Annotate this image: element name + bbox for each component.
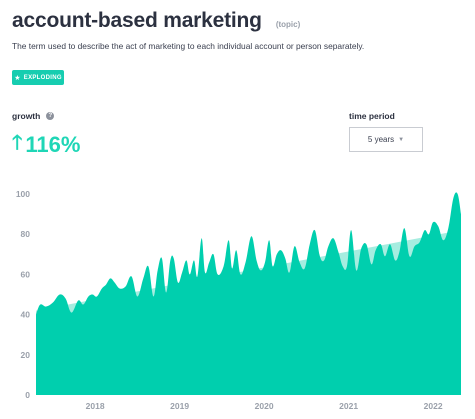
time-period-label: time period xyxy=(349,111,395,121)
y-tick-label: 0 xyxy=(25,390,30,400)
chevron-down-icon: ▼ xyxy=(398,136,405,143)
x-axis-ticks: 2018 2019 2020 2021 2022 xyxy=(86,401,443,411)
y-tick-label: 60 xyxy=(21,269,31,279)
info-icon[interactable]: ? xyxy=(46,112,55,120)
y-tick-label: 40 xyxy=(21,310,31,320)
series-area xyxy=(36,192,461,395)
title-row: account-based marketing (topic) xyxy=(12,9,300,33)
growth-label-row: growth ? xyxy=(12,111,55,121)
topic-tag: (topic) xyxy=(275,20,301,29)
growth-chart: 0 20 40 60 80 100 2018 2019 2020 2021 2022 xyxy=(16,189,461,411)
y-tick-label: 20 xyxy=(21,350,31,360)
y-tick-label: 80 xyxy=(21,229,31,239)
x-tick-label: 2020 xyxy=(255,401,274,411)
time-period-select[interactable]: 5 years ▼ xyxy=(349,127,423,152)
growth-label: growth xyxy=(12,111,41,121)
x-tick-label: 2021 xyxy=(339,401,358,411)
badge-label: EXPLODING xyxy=(23,74,62,81)
x-tick-label: 2019 xyxy=(170,401,189,411)
growth-value: 116% xyxy=(25,132,81,157)
star-icon: ★ xyxy=(14,74,21,82)
up-arrow-icon: 🡑 xyxy=(12,132,23,154)
x-tick-label: 2022 xyxy=(424,401,443,411)
time-period-value: 5 years xyxy=(367,135,395,144)
growth-value-row: 🡑 116% xyxy=(12,128,80,162)
exploding-badge[interactable]: ★ EXPLODING xyxy=(12,70,64,85)
y-tick-label: 100 xyxy=(16,189,30,199)
topic-description: The term used to describe the act of mar… xyxy=(12,41,365,51)
page-title: account-based marketing xyxy=(12,9,262,32)
y-axis-ticks: 0 20 40 60 80 100 xyxy=(16,189,30,400)
x-tick-label: 2018 xyxy=(86,401,105,411)
